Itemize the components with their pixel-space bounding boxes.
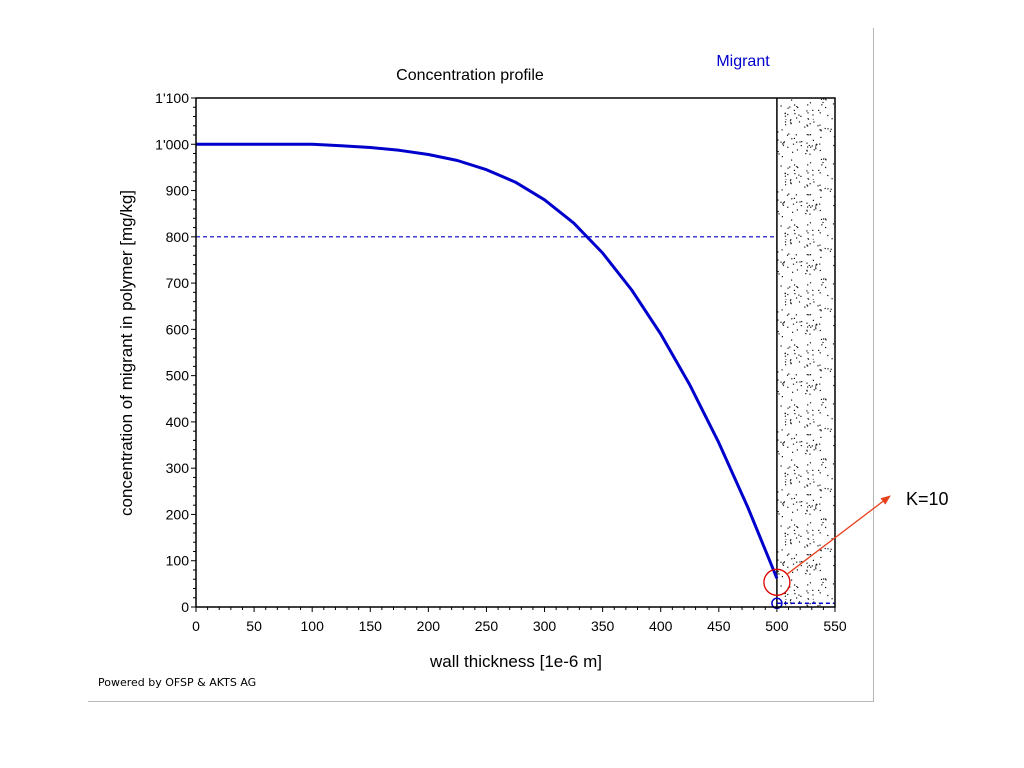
reference-lines xyxy=(196,236,835,605)
y-tick-label: 500 xyxy=(166,368,190,384)
x-axis-ticks: 0 50 100 150 200 250 300 350 400 450 500 550 xyxy=(192,607,847,634)
x-tick-label: 50 xyxy=(246,618,262,634)
series-layer xyxy=(196,142,783,610)
y-tick-label: 600 xyxy=(166,321,190,337)
x-tick-label: 300 xyxy=(533,618,557,634)
x-tick-label: 0 xyxy=(192,618,200,634)
frame-bottom-border xyxy=(88,701,874,702)
plot-frame xyxy=(195,97,836,608)
x-tick-label: 250 xyxy=(475,618,499,634)
y-tick-label: 0 xyxy=(181,599,189,615)
legend-label: Migrant xyxy=(716,53,770,70)
y-tick-label: 1'100 xyxy=(155,90,189,106)
series-line-0 xyxy=(196,142,779,579)
x-tick-label: 450 xyxy=(707,618,731,634)
frame-right-border xyxy=(873,28,874,702)
annotation-label: K=10 xyxy=(906,489,949,509)
annotation-circle xyxy=(763,568,791,596)
x-tick-label: 150 xyxy=(359,618,383,634)
chart-title: Concentration profile xyxy=(396,67,544,84)
food-speckle-area xyxy=(776,98,835,607)
axes xyxy=(195,97,836,608)
annotation xyxy=(763,495,891,596)
y-tick-label: 400 xyxy=(166,414,190,430)
y-axis-ticks: 0 100 200 300 400 500 600 700 800 900 1'000 1'100 xyxy=(155,90,196,615)
y-tick-label: 100 xyxy=(166,553,190,569)
y-tick-label: 1'000 xyxy=(155,136,189,152)
x-tick-label: 100 xyxy=(301,618,325,634)
y-tick-label: 800 xyxy=(166,229,190,245)
y-tick-label: 200 xyxy=(166,506,190,522)
y-axis-label: concentration of migrant in polymer [mg/… xyxy=(117,190,136,516)
food-region xyxy=(776,98,835,607)
x-tick-label: 350 xyxy=(591,618,615,634)
x-tick-label: 400 xyxy=(649,618,673,634)
footer-credit: Powered by OFSP & AKTS AG xyxy=(98,676,257,689)
x-axis-label: wall thickness [1e-6 m] xyxy=(429,652,602,671)
annotation-arrow xyxy=(786,495,891,575)
y-tick-label: 700 xyxy=(166,275,190,291)
x-tick-label: 200 xyxy=(417,618,441,634)
y-tick-label: 300 xyxy=(166,460,190,476)
y-tick-label: 900 xyxy=(166,183,190,199)
x-tick-label: 550 xyxy=(823,618,847,634)
x-tick-label: 500 xyxy=(765,618,789,634)
